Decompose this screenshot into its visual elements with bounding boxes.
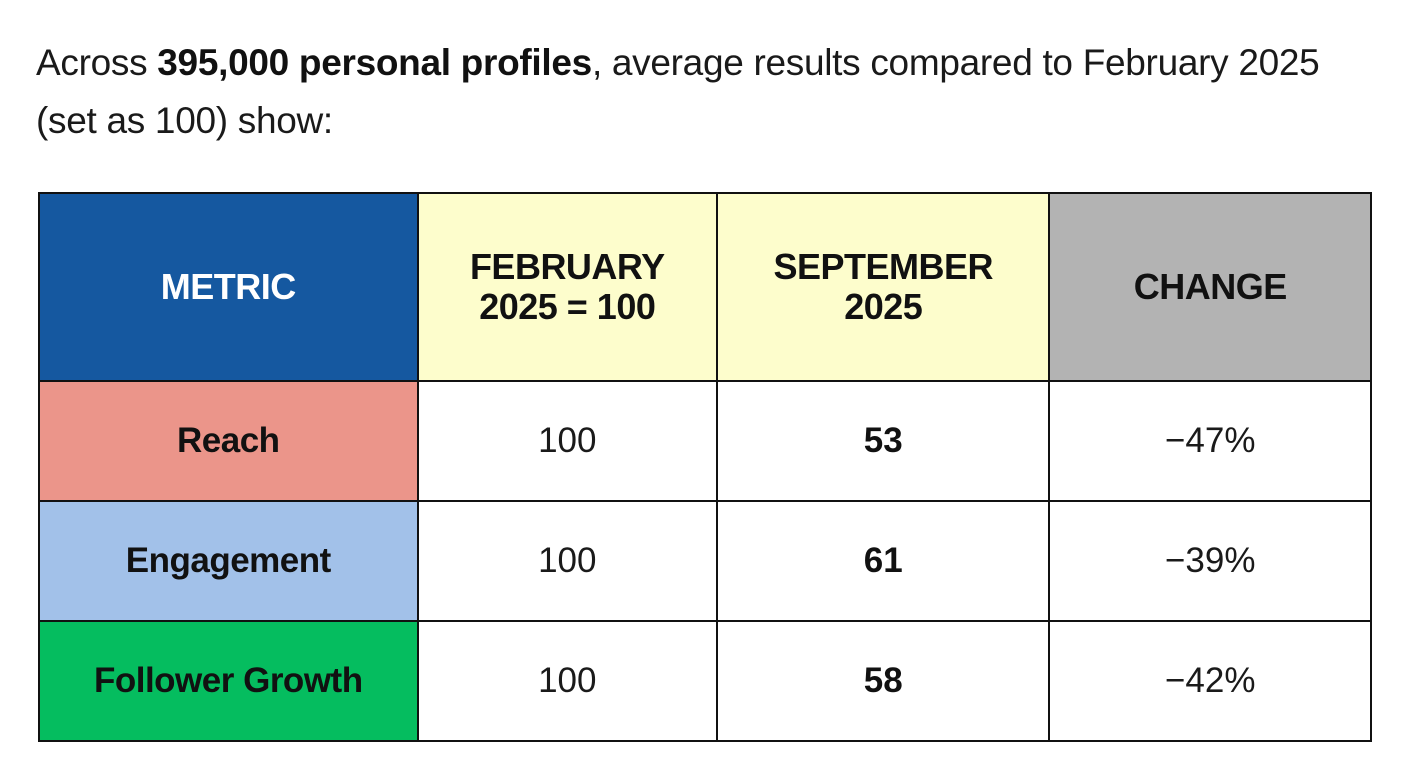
header-september-line1: SEPTEMBER [773, 246, 994, 287]
header-february-line1: FEBRUARY [469, 246, 665, 287]
header-february: FEBRUARY 2025 = 100 [416, 192, 719, 382]
metrics-table: METRIC FEBRUARY 2025 = 100 SEPTEMBER 202… [38, 192, 1372, 742]
header-september: SEPTEMBER 2025 [715, 192, 1051, 382]
cell-change-reach: −47% [1048, 380, 1372, 502]
row-label-reach: Reach [38, 380, 419, 502]
intro-prefix: Across [36, 42, 158, 83]
header-september-line2: 2025 [844, 286, 923, 327]
table-row-follower-growth: Follower Growth 100 58 −42% [38, 620, 1372, 742]
cell-february-follower-growth: 100 [416, 620, 719, 742]
cell-february-reach: 100 [416, 380, 719, 502]
header-change: CHANGE [1048, 192, 1372, 382]
header-metric: METRIC [38, 192, 419, 382]
cell-september-engagement: 61 [715, 500, 1051, 622]
table-row-reach: Reach 100 53 −47% [38, 380, 1372, 502]
intro-text: Across 395,000 personal profiles, averag… [36, 34, 1381, 150]
table-row-engagement: Engagement 100 61 −39% [38, 500, 1372, 622]
cell-september-reach: 53 [715, 380, 1051, 502]
cell-change-follower-growth: −42% [1048, 620, 1372, 742]
header-february-line2: 2025 = 100 [479, 286, 656, 327]
cell-september-follower-growth: 58 [715, 620, 1051, 742]
intro-suffix: , average results compared to February 2… [36, 42, 1320, 141]
intro-highlight: 395,000 personal profiles [157, 42, 592, 83]
row-label-follower-growth: Follower Growth [38, 620, 419, 742]
header-row: METRIC FEBRUARY 2025 = 100 SEPTEMBER 202… [38, 192, 1372, 382]
row-label-engagement: Engagement [38, 500, 419, 622]
cell-february-engagement: 100 [416, 500, 719, 622]
cell-change-engagement: −39% [1048, 500, 1372, 622]
